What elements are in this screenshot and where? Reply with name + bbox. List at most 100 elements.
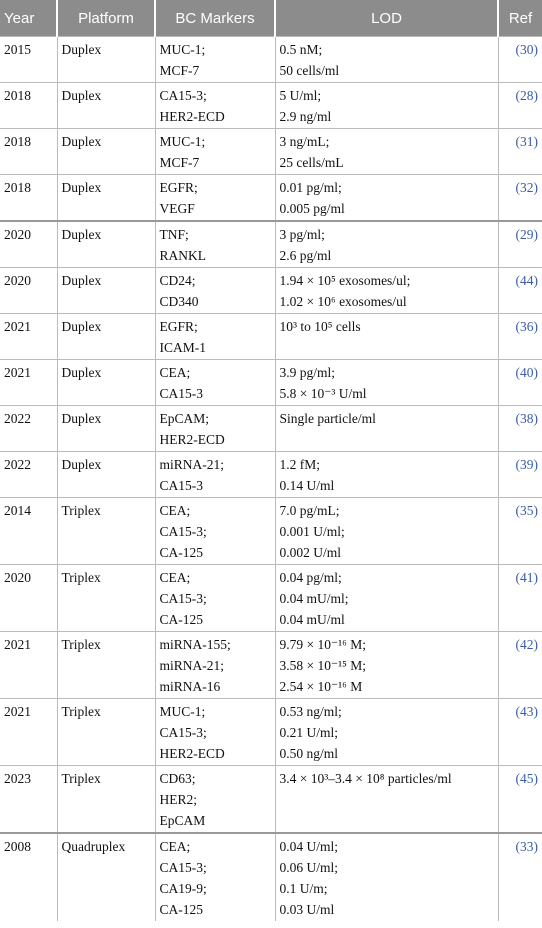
table-row: 2021 Triplex MUC-1; CA15-3; HER2-ECD 0.53 ng/… — [0, 698, 542, 766]
lod-cell: 0.01 pg/ml; 0.005 pg/ml — [274, 174, 498, 221]
ref-cell: (41) — [497, 564, 542, 632]
cell-line: miRNA-21; — [159, 658, 225, 673]
table-row: 2020 Duplex TNF; RANKL 3 pg/ml; 2.6 pg/ml (29) — [0, 220, 542, 268]
cell-line: 0.06 U/ml; — [279, 860, 339, 875]
cell-line: HER2; — [159, 792, 198, 807]
cell-line: miRNA-21; — [159, 457, 225, 472]
platform-cell: Triplex — [56, 698, 155, 766]
lod-cell: 3.9 pg/ml; 5.8 × 10⁻³ U/ml — [274, 359, 498, 406]
platform-cell: Duplex — [56, 174, 155, 221]
year-cell: 2022 — [0, 451, 57, 498]
cell-line: CA-125 — [159, 545, 204, 560]
cell-line: 0.53 ng/ml; — [279, 704, 342, 719]
markers-cell: CEA; CA15-3; CA-125 — [154, 497, 275, 565]
year-cell: 2021 — [0, 313, 57, 360]
table-row: 2008 Quadruplex CEA; CA15-3; CA19-9; CA-125 0.… — [0, 832, 542, 921]
cell-line: CD340 — [159, 294, 199, 309]
cell-line: 5 U/ml; — [279, 88, 322, 103]
lod-cell: 0.04 U/ml; 0.06 U/ml; 0.1 U/m; 0.03 U/ml — [274, 832, 498, 921]
ref-cell: (36) — [497, 313, 542, 360]
year-cell: 2020 — [0, 220, 57, 268]
lod-cell: 3 pg/ml; 2.6 pg/ml — [274, 220, 498, 268]
year-cell: 2015 — [0, 36, 57, 83]
markers-cell: MUC-1; CA15-3; HER2-ECD — [154, 698, 275, 766]
year-cell: 2022 — [0, 405, 57, 452]
platform-cell: Triplex — [56, 631, 155, 699]
lod-cell: 0.5 nM; 50 cells/ml — [274, 36, 498, 83]
cell-line: Single particle/ml — [279, 411, 376, 426]
markers-cell: CD24; CD340 — [154, 267, 275, 314]
year-cell: 2018 — [0, 82, 57, 129]
cell-line: MUC-1; — [159, 42, 206, 57]
ref-cell: (44) — [497, 267, 542, 314]
table-row: 2021 Duplex EGFR; ICAM-1 10³ to 10⁵ cells (36… — [0, 313, 542, 360]
cell-line: 3 pg/ml; — [279, 227, 325, 242]
ref-cell: (43) — [497, 698, 542, 766]
lod-cell: 3 ng/mL; 25 cells/mL — [274, 128, 498, 175]
lod-cell: Single particle/ml — [274, 405, 498, 452]
markers-cell: CEA; CA15-3; CA19-9; CA-125 — [154, 832, 275, 921]
cell-line: MCF-7 — [159, 63, 200, 78]
cell-line: CD24; — [159, 273, 196, 288]
cell-line: CEA; — [159, 503, 191, 518]
platform-cell: Duplex — [56, 267, 155, 314]
year-cell: 2021 — [0, 698, 57, 766]
table-body: 2015 Duplex MUC-1; MCF-7 0.5 nM; 50 cells/ml(… — [0, 36, 542, 921]
column-header: BC Markers — [154, 0, 275, 37]
platform-cell: Triplex — [56, 765, 155, 833]
cell-line: 3.4 × 10³–3.4 × 10⁸ particles/ml — [279, 771, 452, 786]
lod-cell: 5 U/ml; 2.9 ng/ml — [274, 82, 498, 129]
cell-line: 1.94 × 10⁵ exosomes/ul; — [279, 273, 411, 288]
platform-cell: Duplex — [56, 128, 155, 175]
cell-line: HER2-ECD — [159, 109, 225, 124]
year-cell: 2014 — [0, 497, 57, 565]
cell-line: CEA; — [159, 570, 191, 585]
platform-cell: Duplex — [56, 220, 155, 268]
platform-cell: Duplex — [56, 36, 155, 83]
cell-line: 7.0 pg/mL; — [279, 503, 340, 518]
cell-line: CA15-3; — [159, 860, 207, 875]
cell-line: CA15-3 — [159, 478, 204, 493]
platform-cell: Duplex — [56, 313, 155, 360]
cell-line: CA15-3; — [159, 88, 207, 103]
cell-line: CD63; — [159, 771, 196, 786]
cell-line: 0.002 U/ml — [279, 545, 342, 560]
ref-cell: (31) — [497, 128, 542, 175]
ref-cell: (29) — [497, 220, 542, 268]
lod-cell: 0.04 pg/ml; 0.04 mU/ml; 0.04 mU/ml — [274, 564, 498, 632]
markers-cell: miRNA-155; miRNA-21; miRNA-16 — [154, 631, 275, 699]
cell-line: 5.8 × 10⁻³ U/ml — [279, 386, 367, 401]
markers-cell: CA15-3; HER2-ECD — [154, 82, 275, 129]
cell-line: 50 cells/ml — [279, 63, 340, 78]
lod-cell: 10³ to 10⁵ cells — [274, 313, 498, 360]
cell-line: HER2-ECD — [159, 432, 225, 447]
table-row: 2020 Duplex CD24; CD340 1.94 × 10⁵ exosomes/… — [0, 267, 542, 314]
year-cell: 2020 — [0, 564, 57, 632]
ref-cell: (39) — [497, 451, 542, 498]
platform-cell: Quadruplex — [56, 832, 155, 921]
cell-line: TNF; — [159, 227, 189, 242]
platform-cell: Duplex — [56, 359, 155, 406]
cell-line: 2.54 × 10⁻¹⁶ M — [279, 679, 363, 694]
platform-cell: Triplex — [56, 564, 155, 632]
table-row: 2015 Duplex MUC-1; MCF-7 0.5 nM; 50 cells/ml (… — [0, 36, 542, 83]
table-row: 2021 Triplex miRNA-155; miRNA-21; miRNA-16 9.… — [0, 631, 542, 699]
lod-cell: 3.4 × 10³–3.4 × 10⁸ particles/ml — [274, 765, 498, 833]
column-header: Platform — [56, 0, 155, 37]
cell-line: CA-125 — [159, 902, 204, 917]
markers-cell: CD63; HER2; EpCAM — [154, 765, 275, 833]
lod-cell: 9.79 × 10⁻¹⁶ M; 3.58 × 10⁻¹⁵ M; 2.54 × 10⁻… — [274, 631, 498, 699]
cell-line: MCF-7 — [159, 155, 200, 170]
cell-line: 3.9 pg/ml; — [279, 365, 336, 380]
column-header: Year — [0, 0, 57, 37]
column-header: LOD — [274, 0, 498, 37]
cell-line: 0.03 U/ml — [279, 902, 335, 917]
cell-line: 9.79 × 10⁻¹⁶ M; — [279, 637, 367, 652]
cell-line: RANKL — [159, 248, 207, 263]
cell-line: 10³ to 10⁵ cells — [279, 319, 361, 334]
year-cell: 2021 — [0, 631, 57, 699]
platform-cell: Duplex — [56, 82, 155, 129]
cell-line: 0.21 U/ml; — [279, 725, 339, 740]
cell-line: MUC-1; — [159, 704, 206, 719]
cell-line: 0.14 U/ml — [279, 478, 335, 493]
